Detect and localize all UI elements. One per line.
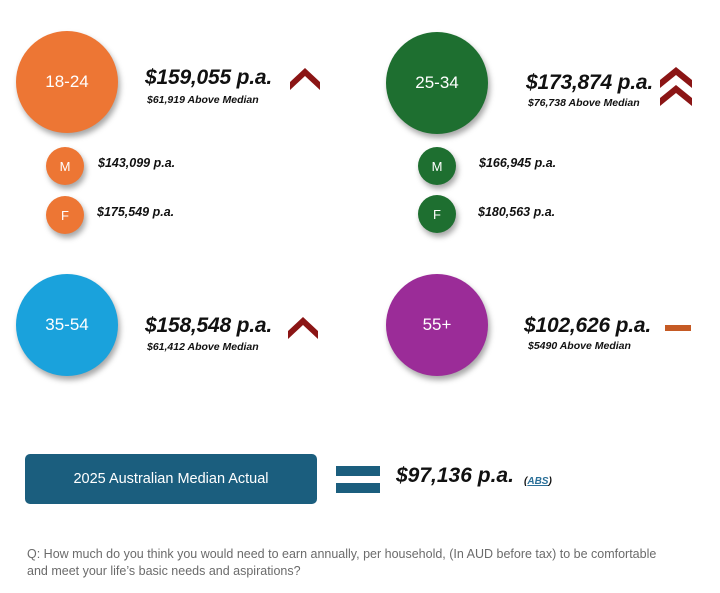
age-label-35-54: 35-54 [45,315,89,334]
source-open-paren: ( [524,476,528,487]
above-median-25-34: $76,738 Above Median [528,97,640,109]
chevron-up-single-icon [290,68,320,90]
age-label-18-24: 18-24 [45,72,89,91]
chevron-up-double-icon [660,67,692,106]
male-amount-25-34: $166,945 p.a. [479,156,557,170]
above-median-55-plus: $5490 Above Median [528,340,631,352]
equals-icon-bottom [336,483,380,493]
source-close-paren: ) [548,476,552,487]
amount-35-54: $158,548 p.a. [145,314,272,337]
amount-25-34: $173,874 p.a. [526,71,653,94]
source-citation: (ABS) [524,476,552,487]
chevron-up-single-icon [288,317,318,339]
female-label-18-24: F [61,207,69,223]
amount-18-24: $159,055 p.a. [145,66,272,89]
female-amount-25-34: $180,563 p.a. [478,205,556,219]
male-circle-18-24: M [46,147,84,185]
female-amount-18-24: $175,549 p.a. [97,205,175,219]
dash-icon [665,325,691,331]
female-circle-25-34: F [418,195,456,233]
survey-question: Q: How much do you think you would need … [27,547,657,578]
age-circle-55-plus: 55+ [386,274,488,376]
above-median-18-24: $61,919 Above Median [147,94,259,106]
male-circle-25-34: M [418,147,456,185]
male-label-25-34: M [431,158,443,174]
age-label-55-plus: 55+ [422,315,452,334]
abs-source-link[interactable]: ABS [527,476,549,487]
age-circle-25-34: 25-34 [386,32,488,134]
male-amount-18-24: $143,099 p.a. [98,156,176,170]
age-label-25-34: 25-34 [415,73,459,92]
median-value: $97,136 p.a. [396,464,514,487]
female-circle-18-24: F [46,196,84,234]
median-label: 2025 Australian Median Actual [73,471,269,487]
equals-icon-top [336,466,380,476]
age-circle-35-54: 35-54 [16,274,118,376]
female-label-25-34: F [433,206,441,222]
male-label-18-24: M [59,158,71,174]
above-median-35-54: $61,412 Above Median [147,341,259,353]
amount-55-plus: $102,626 p.a. [524,314,651,337]
age-circle-18-24: 18-24 [16,31,118,133]
median-label-box: 2025 Australian Median Actual [25,454,317,504]
